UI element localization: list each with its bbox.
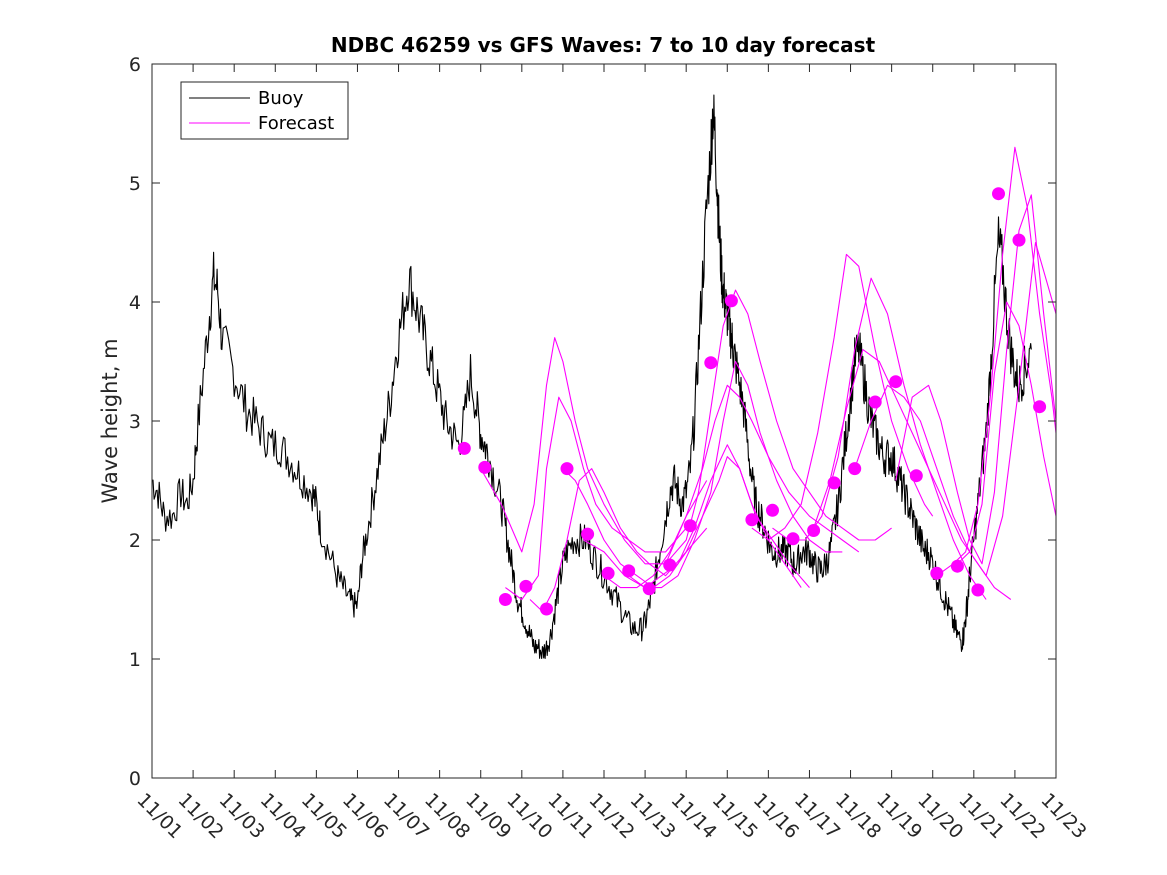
forecast-marker-7 (581, 527, 595, 541)
y-tick-label-1: 1 (129, 649, 141, 671)
legend: Buoy Forecast (180, 81, 349, 140)
forecast-marker-25 (950, 559, 964, 573)
forecast-marker-12 (683, 519, 697, 533)
forecast-line-13 (895, 194, 1056, 565)
forecast-marker-15 (745, 513, 759, 527)
forecast-line-14 (936, 146, 1056, 577)
forecast-marker-23 (909, 469, 923, 483)
forecast-line-8 (665, 289, 892, 565)
forecast-marker-9 (622, 564, 636, 578)
forecast-line-7 (628, 360, 843, 589)
forecast-marker-27 (992, 187, 1005, 201)
forecast-line-3 (529, 468, 708, 612)
forecast-marker-16 (766, 503, 779, 517)
forecast-line-5 (583, 444, 810, 589)
forecast-marker-3 (498, 593, 512, 606)
forecast-marker-17 (786, 532, 800, 546)
forecast-marker-4 (519, 579, 533, 593)
forecast-marker-2 (478, 460, 492, 474)
forecast-marker-28 (1012, 233, 1026, 247)
forecast-marker-20 (848, 462, 862, 476)
forecast-line-2 (505, 396, 687, 601)
forecast-marker-18 (807, 524, 821, 537)
forecast-line-12 (854, 241, 1056, 577)
forecast-marker-19 (827, 476, 841, 490)
legend-box (180, 81, 349, 140)
y-tick-label-4: 4 (129, 292, 141, 314)
forecast-line-10 (772, 277, 987, 600)
forecast-marker-10 (642, 582, 656, 596)
buoy-series-line (152, 94, 1032, 660)
y-tick-label-5: 5 (129, 173, 141, 195)
forecast-marker-21 (868, 395, 882, 409)
forecast-marker-6 (560, 462, 574, 476)
forecast-marker-24 (930, 566, 944, 580)
forecast-line-1 (480, 337, 708, 565)
y-tick-label-2: 2 (129, 530, 141, 552)
forecast-marker-22 (889, 375, 903, 389)
forecast-marker-8 (601, 566, 615, 580)
forecast-marker-13 (704, 356, 718, 370)
y-tick-label-3: 3 (129, 411, 141, 433)
forecast-marker-1 (457, 441, 471, 455)
forecast-marker-26 (971, 583, 985, 597)
forecast-line-9 (751, 253, 934, 541)
y-tick-label-0: 0 (129, 768, 141, 790)
plot-area (152, 94, 1056, 660)
y-axis-label: Wave height, m (98, 338, 122, 503)
forecast-marker-14 (724, 294, 738, 308)
forecast-line-4 (562, 456, 802, 589)
forecast-marker-11 (663, 558, 677, 572)
forecast-marker-29 (1033, 400, 1047, 414)
legend-buoy-label: Buoy (258, 88, 304, 109)
forecast-marker-5 (540, 602, 553, 616)
forecast-line-6 (603, 384, 860, 589)
plot-content (152, 94, 1056, 660)
legend-forecast-label: Forecast (258, 113, 334, 134)
forecast-line-15 (957, 301, 1056, 565)
y-tick-label-6: 6 (129, 54, 141, 76)
chart-title: NDBC 46259 vs GFS Waves: 7 to 10 day for… (331, 33, 876, 57)
